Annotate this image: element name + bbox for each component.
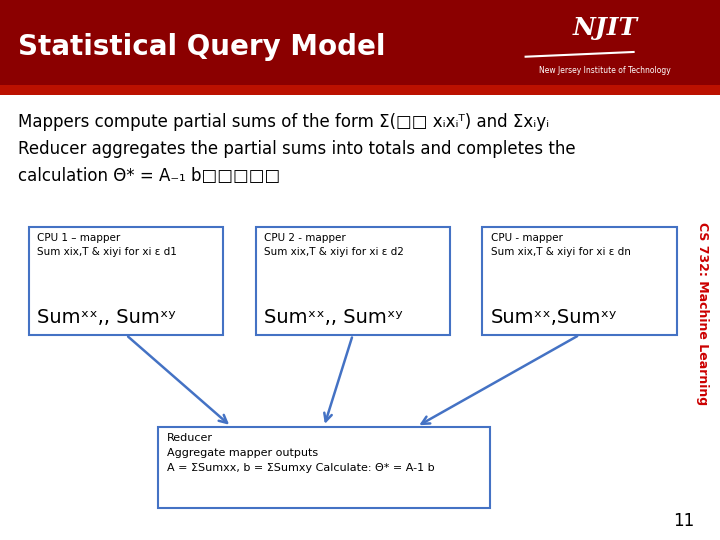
Bar	[482, 227, 677, 335]
Bar	[256, 227, 450, 335]
Text: CPU 2 - mapper
Sum xix,T & xiyi for xi ε d2: CPU 2 - mapper Sum xix,T & xiyi for xi ε…	[264, 233, 404, 257]
Bar	[29, 227, 223, 335]
Bar	[0, 0, 720, 94]
Bar	[158, 427, 490, 508]
Text: CPU - mapper
Sum xix,T & xiyi for xi ε dn: CPU - mapper Sum xix,T & xiyi for xi ε d…	[491, 233, 631, 257]
Text: Mappers compute partial sums of the form Σ(□□ xᵢxᵢᵀ) and Σxᵢyᵢ: Mappers compute partial sums of the form…	[18, 113, 549, 131]
Text: Reducer
Aggregate mapper outputs
A = ΣSumxx, b = ΣSumxy Calculate: Θ* = A-1 b: Reducer Aggregate mapper outputs A = ΣSu…	[167, 433, 435, 472]
Text: CPU 1 – mapper
Sum xix,T & xiyi for xi ε d1: CPU 1 – mapper Sum xix,T & xiyi for xi ε…	[37, 233, 177, 257]
Text: Statistical Query Model: Statistical Query Model	[18, 33, 385, 61]
Text: Sumˣˣ,, Sumˣʸ: Sumˣˣ,, Sumˣʸ	[264, 308, 403, 327]
Text: calculation Θ* = A₋₁ b□□□□□: calculation Θ* = A₋₁ b□□□□□	[18, 167, 280, 185]
Text: NJIT: NJIT	[572, 16, 637, 40]
Text: Reducer aggregates the partial sums into totals and completes the: Reducer aggregates the partial sums into…	[18, 140, 575, 158]
Text: New Jersey Institute of Technology: New Jersey Institute of Technology	[539, 66, 670, 76]
Bar	[0, 85, 720, 94]
Text: Sumˣˣ,Sumˣʸ: Sumˣˣ,Sumˣʸ	[491, 308, 617, 327]
Text: 11: 11	[673, 512, 695, 530]
Text: CS 732: Machine Learning: CS 732: Machine Learning	[696, 221, 708, 405]
Text: Sumˣˣ,, Sumˣʸ: Sumˣˣ,, Sumˣʸ	[37, 308, 176, 327]
